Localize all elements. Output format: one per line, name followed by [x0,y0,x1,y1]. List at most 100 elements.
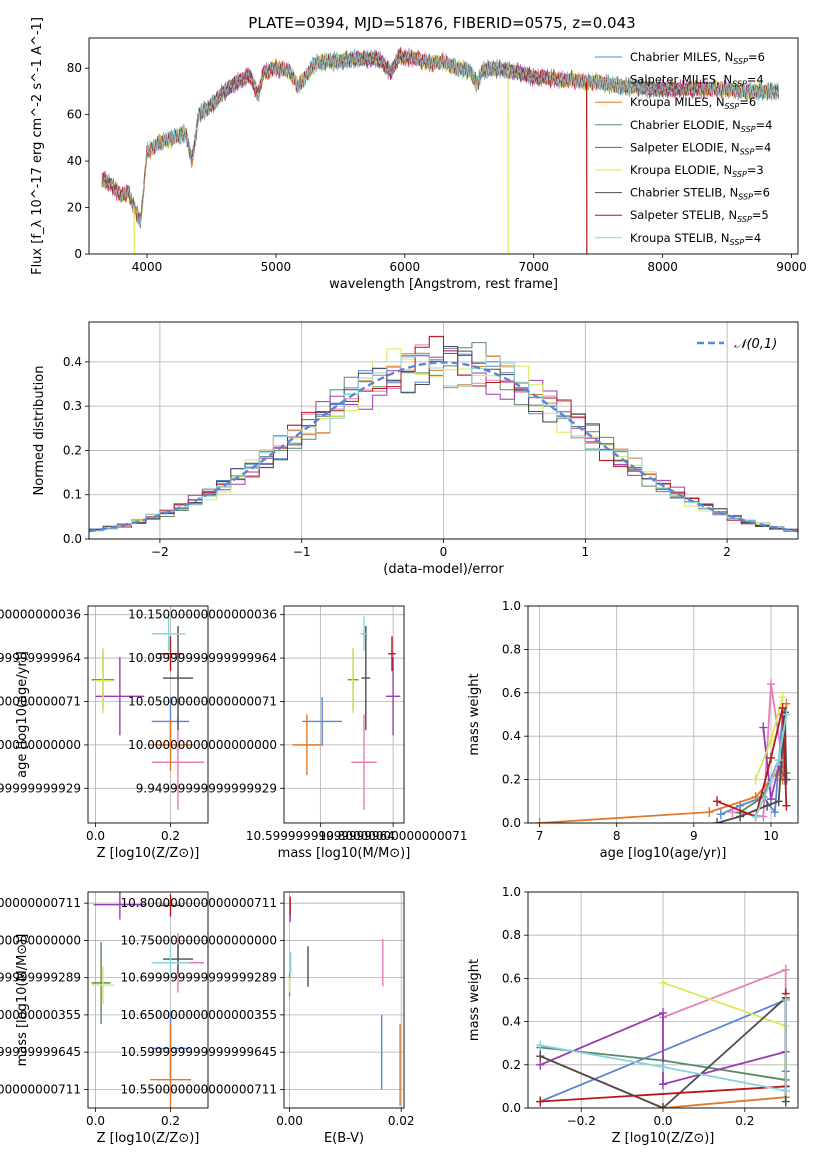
residuals-histogram [89,353,798,534]
weight-z-xtick-label: 0.0 [653,1114,672,1128]
weight-z-point [536,1096,545,1107]
weight-age-frame [527,605,799,824]
weight-age-point [751,774,760,785]
weight-age-point [759,722,768,733]
mass-ebv-xtick-label: 0.00 [276,1114,303,1128]
age-z-ytick-label: 10.05000000000000071 [0,694,81,708]
weight-age-point [705,807,714,818]
age-z-plot-area [91,616,205,810]
residuals-frame [88,321,799,540]
weight-age-point [751,811,760,822]
weight-age-point [782,698,791,709]
spectrum-xlabel: wavelength [Angstrom, rest frame] [329,277,558,292]
weight-age-point [728,807,737,818]
spectrum-ytick-label: 40 [67,154,82,168]
residuals-axes: −2 −1 0 1 2 0.0 0.1 0.2 0.3 0.4 (data-model)/error… [32,321,799,577]
age-mass-ytick-label: 10.00000000000000000 [128,738,277,752]
mass-z-frame [87,891,209,1109]
spectrum-legend-label: Salpeter ELODIE, NSSP=4 [630,140,771,156]
mass-z-ytick-label: 10.800000000000000711 [0,896,81,910]
weight-age-point [782,709,791,720]
age-z-axes: 0.0 0.2 9.94999999999999929 10.000000000000… [0,605,209,861]
weight-z-ytick-label: 0.8 [502,928,521,942]
weight-age-point [778,702,787,713]
weight-age-point [782,774,791,785]
weight-age-point [767,679,775,690]
weight-z-point [781,995,790,1005]
weight-z-point [536,1059,545,1070]
mass-ebv-frame [283,891,405,1109]
weight-age-ytick-label: 0.4 [502,729,521,743]
mass-z-ylabel: mass [log10(M/M⊙)] [15,934,30,1067]
weight-age-point [770,807,779,818]
mass-z-ytick-label: 10.699999999999999289 [0,971,81,985]
weight-age-point [767,776,775,787]
weight-z-point [536,1040,545,1051]
weight-z-point [781,964,790,975]
weight-z-point [659,1061,667,1072]
weight-age-point [774,755,783,766]
weight-age-point [767,735,775,746]
mass-ebv-ytick-label: 10.750000000000000000 [120,933,277,947]
weight-z-ylabel: mass weight [467,959,482,1041]
weight-z-series-line [540,1000,787,1092]
spectrum-ytick-label: 20 [67,201,82,215]
residuals-xtick-label: 1 [581,545,589,559]
residuals-plot-area [89,335,798,534]
weight-z-point [781,1096,790,1107]
mass-z-ytick-label: 10.650000000000000355 [0,1008,81,1022]
mass-ebv-ytick-label: 10.800000000000000711 [120,896,277,910]
weight-z-point [659,1079,667,1090]
spectrum-series-line [101,50,779,226]
residuals-xlabel: (data-model)/error [383,562,504,577]
residuals-ytick-label: 0.3 [63,399,82,413]
age-z-xtick-label: 0.2 [161,829,180,843]
weight-z-xtick-label: 0.2 [735,1114,754,1128]
weight-z-point [781,1085,790,1096]
residuals-xtick-label: 2 [723,545,731,559]
spectrum-series-line [101,46,779,225]
age-mass-axes: 10.5999999999999996410.80000000000000071… [128,605,468,861]
spectrum-xtick-label: 9000 [776,260,807,274]
weight-z-point [659,977,667,988]
mass-z-ytick-label: 10.550000000000000711 [0,1082,81,1096]
spectrum-ylabel: Flux [f_λ 10^-17 erg cm^-2 s^-1 A^-1] [30,17,45,275]
weight-age-point [767,794,775,805]
spectrum-xtick-label: 4000 [132,260,163,274]
age-mass-xtick-label: 10.59999999999999964 [246,829,395,843]
age-mass-xtick-label: 10.80000000000000071 [319,829,468,843]
age-mass-ytick-label: 10.15000000000000036 [128,608,277,622]
weight-z-ytick-label: 0.2 [502,1058,521,1072]
mass-z-xtick-label: 0.2 [161,1114,180,1128]
weight-z-axes: −0.2 0.0 0.2 0.0 0.2 0.4 0.6 0.8 1.0 Z [log10(Z/Z… [467,885,799,1146]
mass-ebv-xlabel: E(B-V) [324,1131,364,1146]
weight-age-series-line [754,714,788,817]
weight-age-xtick-label: 8 [613,829,621,843]
spectrum-xtick-label: 7000 [518,260,549,274]
residuals-ytick-label: 0.2 [63,443,82,457]
residuals-xtick-label: 0 [440,545,448,559]
mass-z-axes: 0.0 0.2 10.550000000000000711 10.5999999999… [0,891,209,1146]
weight-z-ytick-label: 1.0 [502,885,521,899]
spectrum-legend-label: Kroupa MILES, NSSP=6 [630,95,756,111]
spectrum-legend-label: Kroupa ELODIE, NSSP=3 [630,163,764,179]
spectrum-legend-label: Chabrier MILES, NSSP=6 [630,50,765,66]
age-mass-xlabel: mass [log10(M/M⊙)] [278,846,411,861]
weight-z-ytick-label: 0.0 [502,1101,521,1115]
weight-z-ytick-label: 0.4 [502,1015,521,1029]
mass-ebv-ytick-label: 10.599999999999999645 [120,1045,277,1059]
residuals-ytick-label: 0.4 [63,355,82,369]
age-z-ylabel: age [log10(age/yr)] [15,651,30,778]
weight-z-xtick-label: −0.2 [567,1114,596,1128]
residuals-ytick-label: 0.1 [63,488,82,502]
mass-ebv-ytick-label: 10.699999999999999289 [120,971,277,985]
age-mass-plot-area [292,616,401,810]
spectrum-xtick-label: 8000 [647,260,678,274]
mass-ebv-ytick-label: 10.650000000000000355 [120,1008,277,1022]
age-z-frame [87,605,209,824]
weight-age-ylabel: mass weight [467,673,482,755]
spectrum-ytick-label: 60 [67,108,82,122]
weight-z-frame [527,891,799,1109]
normal-legend-label: 𝒩(0,1) [734,337,777,352]
